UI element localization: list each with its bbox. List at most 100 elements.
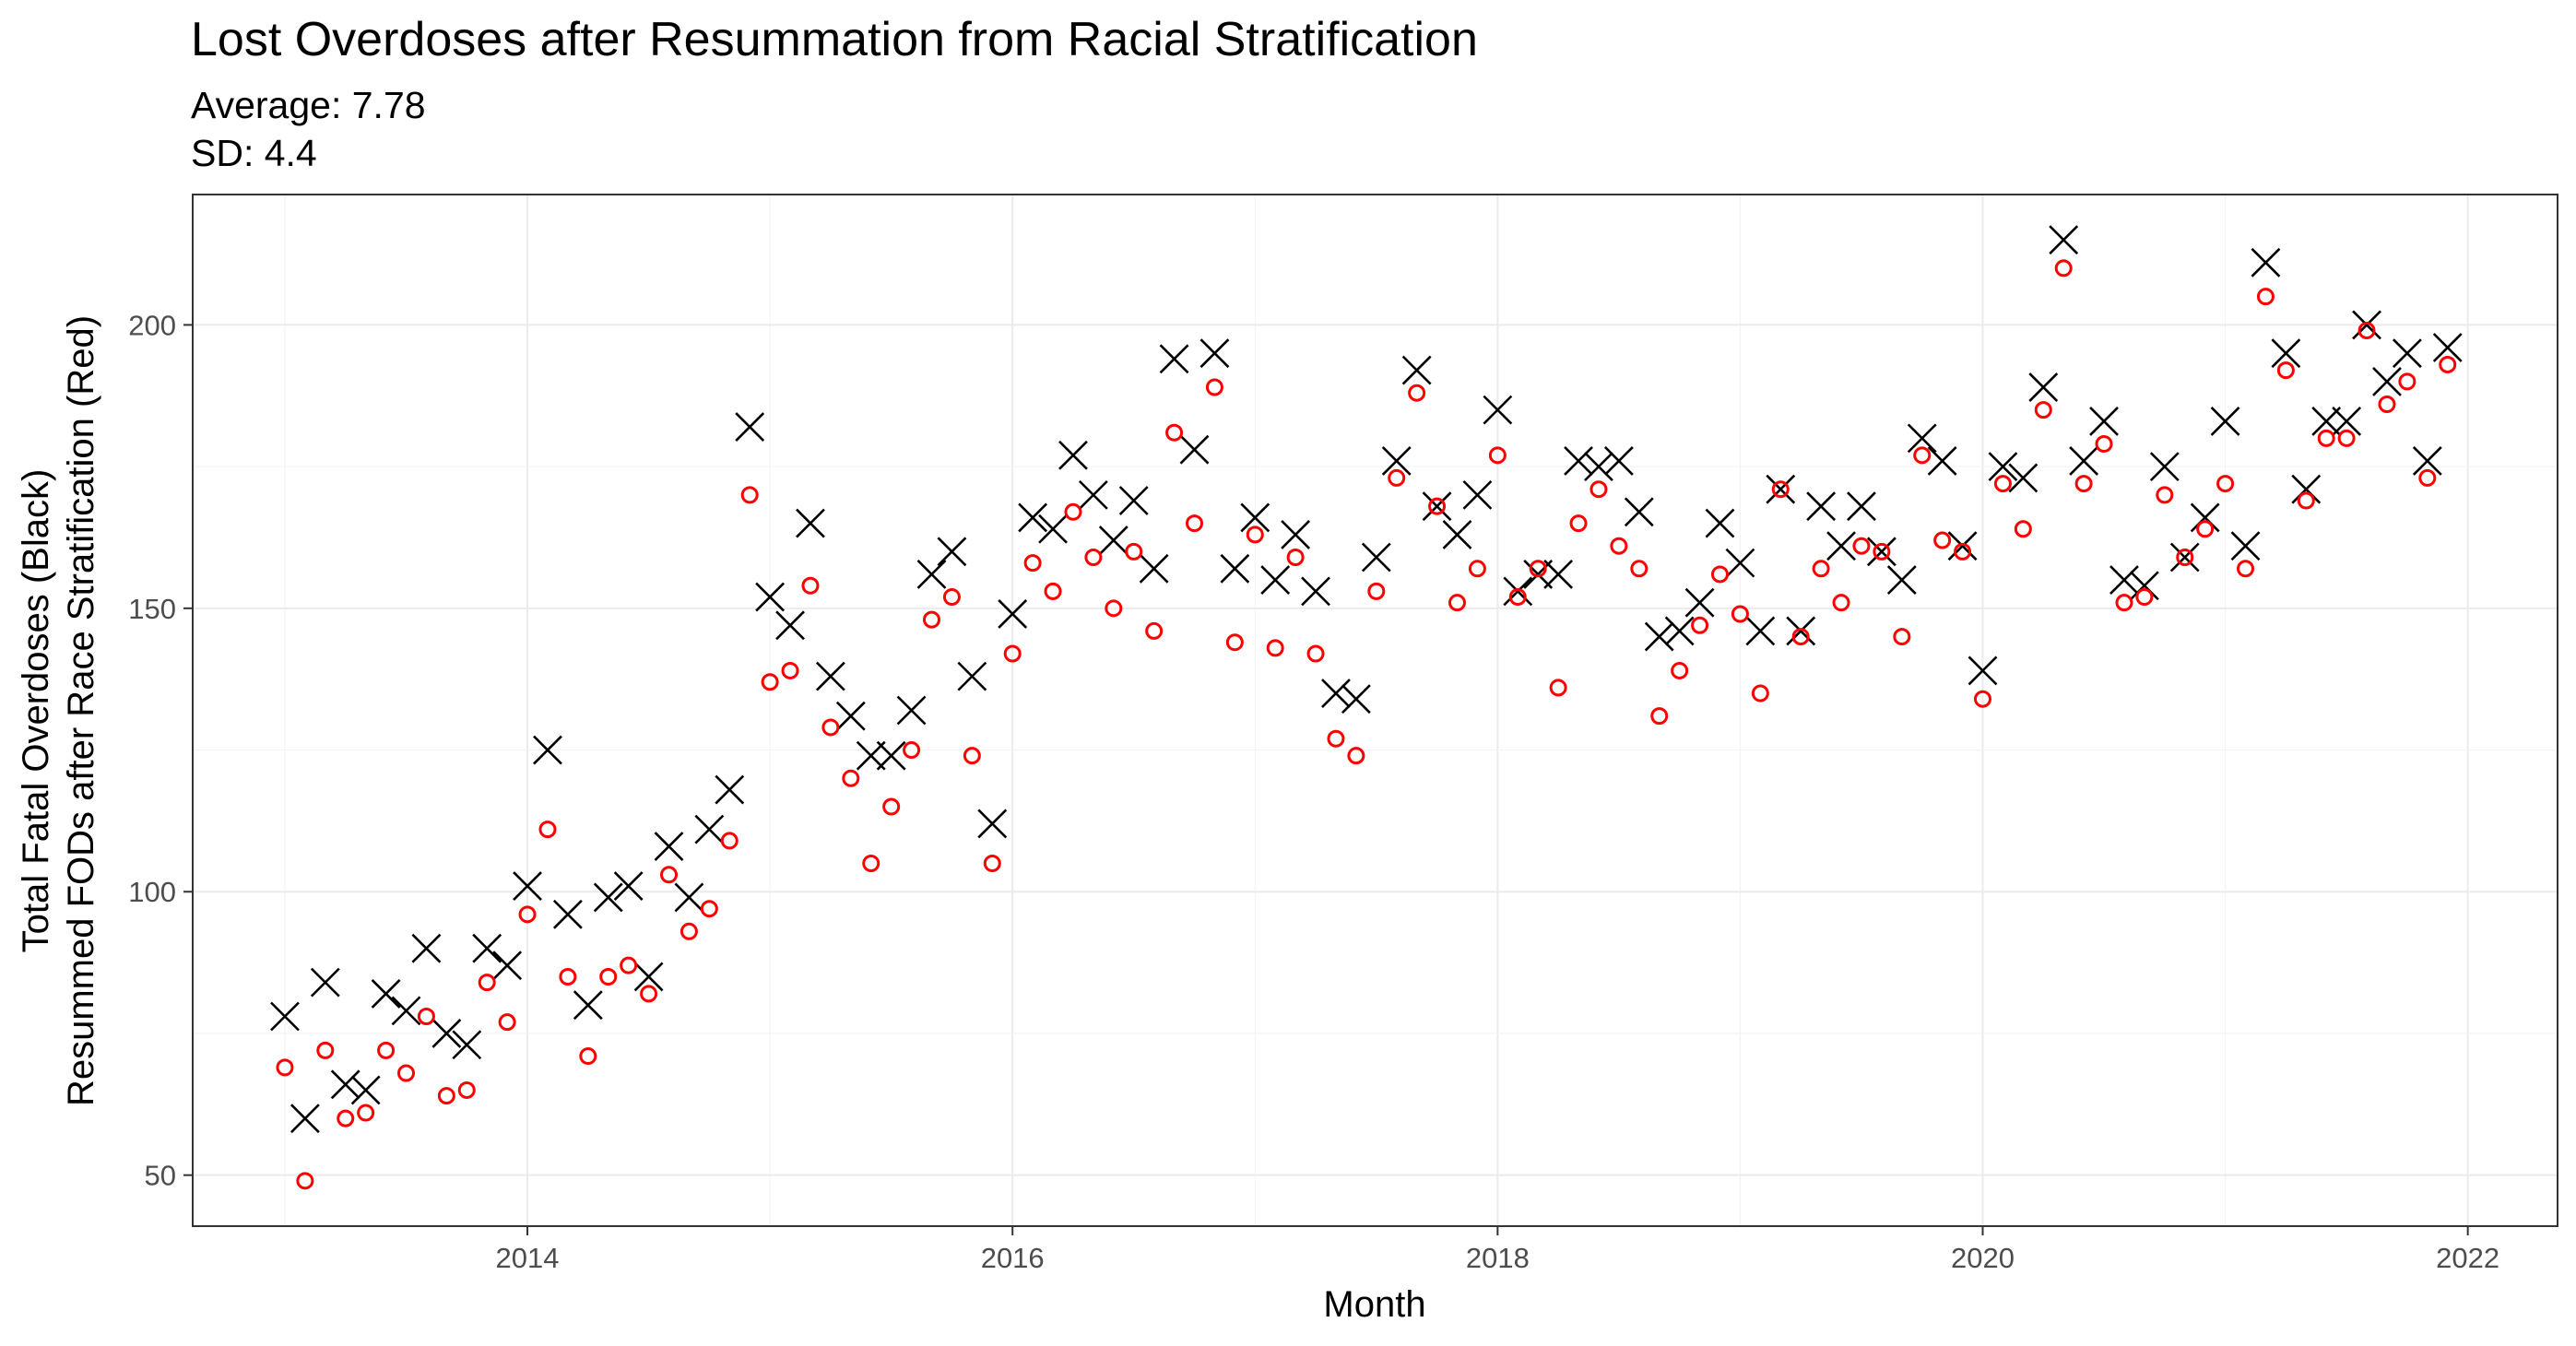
data-point-black-x	[452, 1030, 482, 1060]
x-axis-title: Month	[1323, 1284, 1425, 1325]
data-point-black-x	[2432, 333, 2463, 362]
data-point-red-circle	[357, 1104, 375, 1122]
data-point-black-x	[2291, 474, 2322, 504]
data-point-red-circle	[2418, 468, 2437, 487]
data-point-red-circle	[1266, 639, 1284, 657]
data-point-black-x	[1766, 474, 1796, 504]
data-point-red-circle	[1023, 554, 1042, 573]
data-point-black-x	[1664, 616, 1695, 646]
data-point-red-circle	[923, 610, 941, 629]
data-point-black-x	[1503, 576, 1533, 607]
data-point-red-circle	[1569, 514, 1588, 533]
data-point-black-x	[2332, 407, 2362, 436]
data-point-black-x	[1826, 531, 1856, 561]
data-point-red-circle	[620, 956, 638, 974]
chart-subtitle-sd: SD: 4.4	[191, 132, 317, 174]
data-point-black-x	[957, 661, 987, 691]
y-axis-title-line-1: Total Fatal Overdoses (Black)	[16, 469, 56, 953]
data-point-red-circle	[1388, 468, 1406, 487]
x-tick-label: 2018	[1466, 1242, 1530, 1274]
data-point-black-x	[1847, 491, 1876, 522]
data-point-black-x	[391, 996, 421, 1026]
data-point-red-circle	[437, 1087, 455, 1105]
data-point-red-circle	[1205, 378, 1223, 396]
data-point-red-circle	[2357, 322, 2376, 340]
data-point-black-x	[654, 832, 684, 861]
data-point-black-x	[2230, 531, 2261, 561]
data-point-black-x	[1927, 446, 1957, 476]
data-point-black-x	[815, 661, 845, 691]
data-point-black-x	[937, 537, 967, 567]
data-point-red-circle	[2216, 475, 2235, 493]
data-point-red-circle	[1893, 628, 1911, 646]
data-point-black-x	[431, 1019, 462, 1048]
data-point-black-x	[2210, 407, 2240, 436]
data-point-black-x	[1018, 502, 1048, 533]
data-point-black-x	[715, 774, 745, 805]
data-point-red-circle	[983, 855, 1001, 873]
y-tick-label: 150	[128, 593, 176, 625]
data-point-red-circle	[2095, 435, 2113, 454]
data-point-red-circle	[801, 576, 820, 595]
data-point-red-circle	[2256, 288, 2275, 306]
data-point-black-x	[2028, 372, 2059, 402]
data-point-red-circle	[2014, 520, 2032, 538]
data-point-black-x	[1745, 616, 1776, 646]
data-point-red-circle	[1832, 594, 1850, 612]
data-point-red-circle	[1327, 729, 1345, 748]
series-red-circle-markers	[276, 259, 2457, 1190]
data-point-black-x	[1886, 565, 1917, 596]
data-point-black-x	[1139, 553, 1169, 584]
data-point-red-circle	[1731, 605, 1749, 623]
data-point-black-x	[835, 701, 866, 731]
data-point-black-x	[775, 610, 805, 641]
data-point-red-circle	[1974, 690, 1992, 708]
data-point-black-x	[694, 814, 725, 844]
data-point-red-circle	[1003, 644, 1022, 663]
data-point-red-circle	[2135, 588, 2154, 607]
data-point-black-x	[856, 740, 886, 771]
data-point-black-x	[310, 967, 340, 998]
data-point-red-circle	[1691, 616, 1709, 634]
data-point-black-x	[1543, 560, 1574, 589]
data-point-red-circle	[337, 1109, 355, 1128]
data-point-black-x	[2372, 366, 2402, 396]
data-point-black-x	[1806, 491, 1837, 522]
data-point-black-x	[2311, 407, 2342, 436]
data-point-red-circle	[1791, 628, 1810, 646]
data-point-red-circle	[397, 1064, 416, 1082]
data-point-black-x	[1341, 684, 1371, 714]
data-point-red-circle	[1913, 446, 1932, 465]
data-point-red-circle	[1549, 679, 1567, 697]
chart-title: Lost Overdoses after Resummation from Ra…	[191, 13, 1478, 66]
data-point-red-circle	[942, 588, 961, 607]
data-point-red-circle	[2054, 259, 2073, 277]
data-point-red-circle	[1064, 502, 1082, 521]
data-point-red-circle	[679, 922, 698, 940]
data-point-black-x	[1179, 434, 1210, 465]
data-point-black-x	[371, 979, 401, 1009]
data-point-red-circle	[1367, 582, 1386, 600]
data-point-black-x	[2109, 565, 2139, 596]
data-point-black-x	[1967, 655, 1998, 686]
data-point-red-circle	[1246, 525, 1264, 544]
data-point-black-x	[492, 950, 523, 981]
data-point-red-circle	[2439, 355, 2457, 373]
data-point-red-circle	[2317, 429, 2335, 447]
data-point-black-x	[2352, 310, 2381, 340]
x-tick-label: 2016	[981, 1242, 1045, 1274]
data-point-black-x	[1078, 479, 1108, 510]
data-point-black-x	[2069, 446, 2099, 476]
data-point-black-x	[1220, 553, 1250, 584]
data-point-black-x	[1866, 537, 1897, 567]
data-point-red-circle	[1105, 599, 1123, 618]
data-point-red-circle	[316, 1041, 335, 1059]
data-point-red-circle	[518, 905, 537, 924]
chart-subtitle-average: Average: 7.78	[191, 84, 426, 126]
data-point-black-x	[1564, 446, 1593, 476]
data-point-black-x	[1644, 621, 1674, 652]
data-point-black-x	[1462, 479, 1493, 510]
data-point-black-x	[1118, 486, 1149, 515]
data-point-red-circle	[599, 967, 618, 986]
data-point-black-x	[330, 1069, 360, 1100]
